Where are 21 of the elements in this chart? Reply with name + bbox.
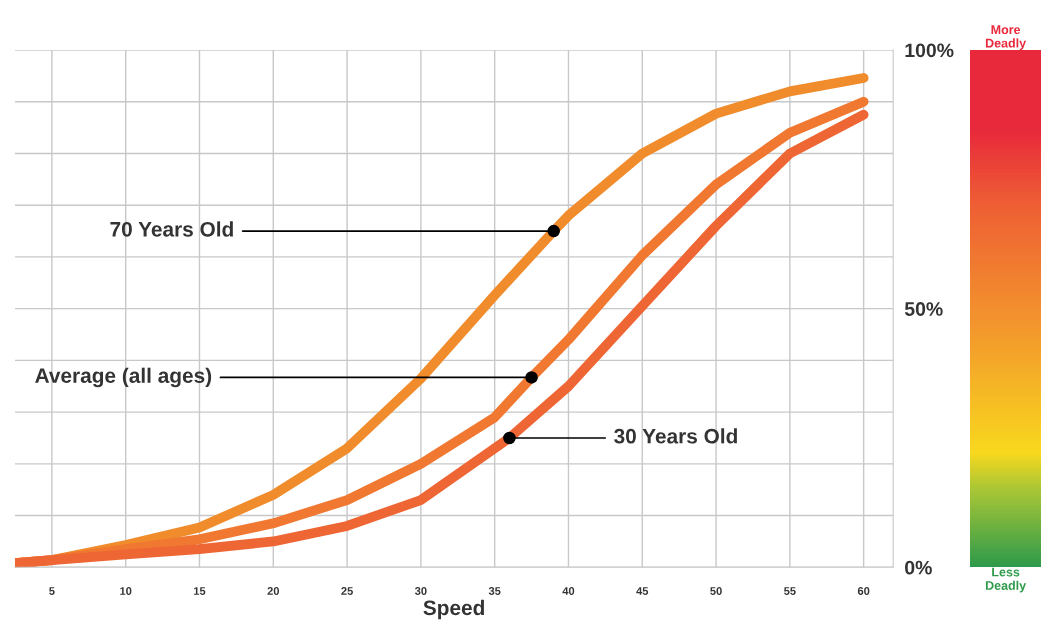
- y-tick-label: 0%: [905, 560, 932, 575]
- x-tick-label: 35: [488, 587, 501, 595]
- x-tick-label: 5: [49, 587, 55, 595]
- x-tick-label: 10: [120, 587, 132, 595]
- annotation: Average (all ages): [35, 367, 212, 388]
- x-tick-label: 50: [710, 587, 722, 595]
- x-axis-title: Speed: [423, 599, 484, 620]
- x-tick-label: 20: [267, 587, 280, 595]
- x-tick-label: 15: [194, 587, 206, 595]
- annotation: 30 Years Old: [614, 428, 737, 444]
- y-tick-label: 50%: [904, 302, 943, 316]
- y-tick-label: 100%: [905, 43, 954, 58]
- color-bar-label: More Deadly: [985, 25, 1027, 50]
- x-tick-label: 25: [341, 587, 353, 595]
- x-tick-label: 45: [636, 587, 649, 595]
- x-tick-label: 55: [784, 587, 796, 595]
- annotation: 70 Years Old: [110, 221, 233, 237]
- x-tick-label: 60: [857, 587, 870, 595]
- x-tick-label: 40: [562, 587, 575, 595]
- color-bar-label: Less Deadly: [985, 567, 1027, 593]
- x-tick-label: 30: [414, 587, 427, 595]
